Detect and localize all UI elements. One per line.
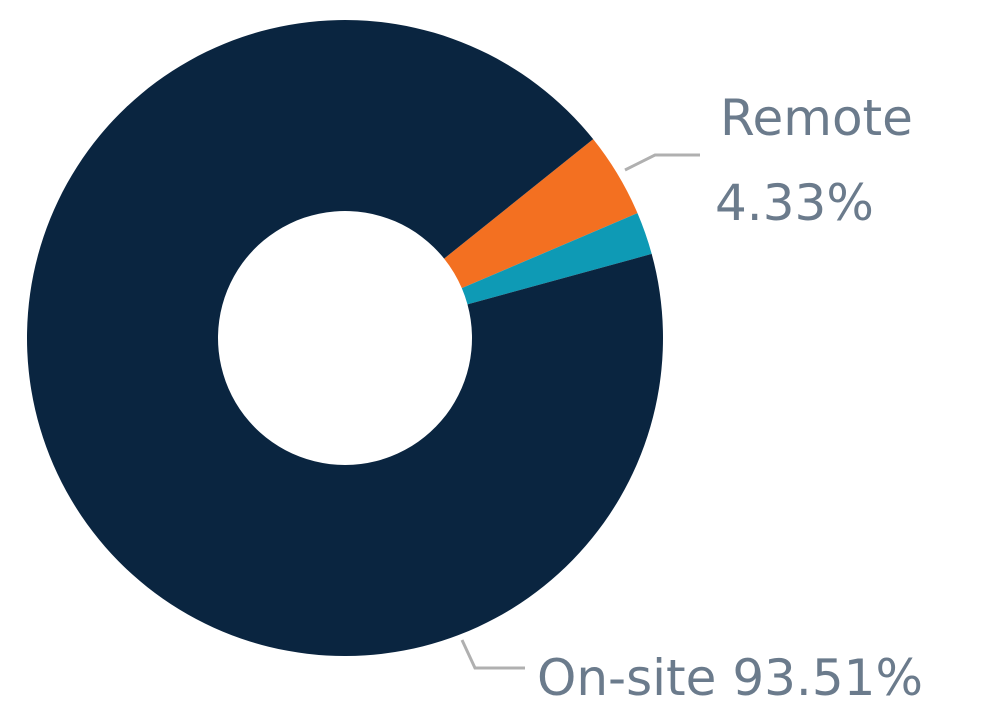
donut-slice: [444, 139, 638, 289]
donut-slice: [461, 213, 652, 305]
slice-label: On-site 93.51%: [537, 649, 923, 707]
value-label: 4.33%: [715, 174, 874, 232]
category-label: Remote: [720, 89, 913, 147]
donut-slice: [26, 19, 663, 656]
leader-line: [460, 639, 525, 670]
value-label: 93.51%: [732, 649, 923, 707]
category-label: On-site: [537, 649, 716, 707]
leader-line: [624, 153, 700, 172]
